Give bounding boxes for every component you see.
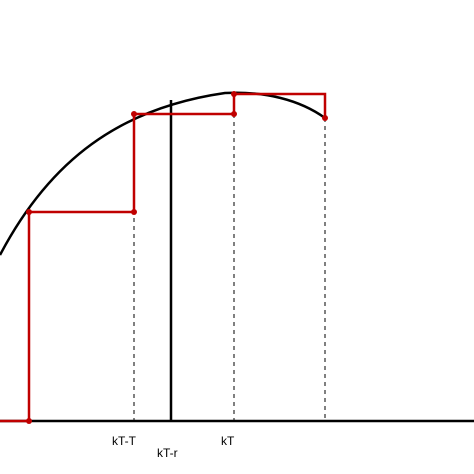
tick-label-kt-minus-r: kT-r xyxy=(157,446,178,460)
sample-point xyxy=(231,111,237,117)
tick-label-kt: kT xyxy=(221,434,235,448)
sample-point xyxy=(26,209,32,215)
sample-point xyxy=(131,209,137,215)
zero-order-hold-staircase xyxy=(0,92,327,423)
sample-point xyxy=(26,418,32,424)
tick-label-kt-minus-t: kT-T xyxy=(112,434,137,448)
sample-point xyxy=(231,91,237,97)
signal-curve xyxy=(0,91,326,256)
sample-point xyxy=(322,115,328,121)
sample-point xyxy=(131,111,137,117)
